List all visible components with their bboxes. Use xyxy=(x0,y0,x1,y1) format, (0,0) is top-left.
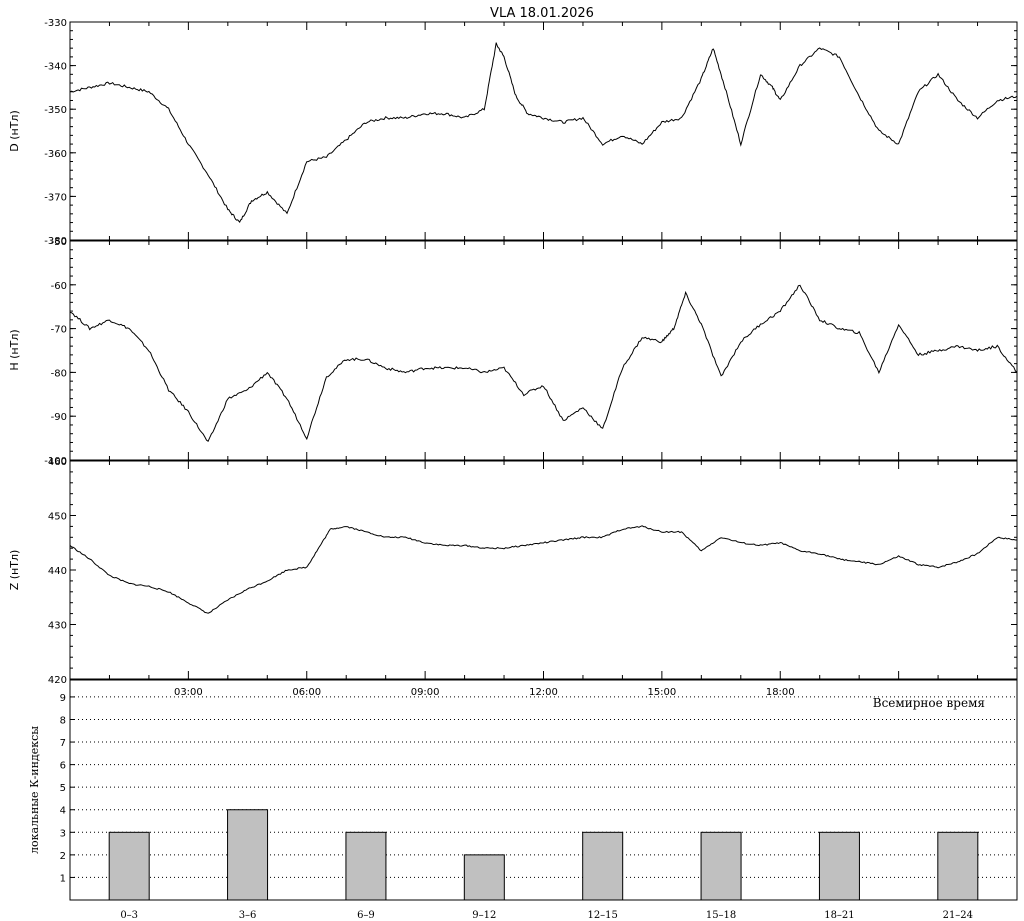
tick-labels: -380 -370 -360 -350 -340 -330 -100 -90 -80 -70 -60… xyxy=(44,18,973,921)
k-y-tick-label: 6 xyxy=(60,761,66,772)
y-tick-label: -330 xyxy=(44,18,67,29)
k-category-label: 18–21 xyxy=(824,910,854,921)
k-y-tick-label: 8 xyxy=(60,715,66,726)
k-index-bar xyxy=(700,831,742,901)
h-axis-title: H (нТл) xyxy=(8,329,21,370)
k-category-label: 6–9 xyxy=(357,910,375,921)
k-y-tick-label: 7 xyxy=(60,738,66,749)
panel-k-frame xyxy=(69,679,1018,901)
d-axis-title: D (нТл) xyxy=(8,110,21,152)
chart-title: VLA 18.01.2026 xyxy=(490,6,594,21)
y-tick-label: -370 xyxy=(44,192,67,203)
y-tick-label: 430 xyxy=(48,621,67,632)
x-axis-title: Всемирное время xyxy=(873,696,985,710)
y-tick-label: -360 xyxy=(44,149,67,160)
k-index-bar xyxy=(345,831,387,901)
k-y-tick-label: 3 xyxy=(60,828,66,839)
k-y-tick-label: 5 xyxy=(60,783,66,794)
k-index-bars xyxy=(108,809,979,901)
panel-d-frame xyxy=(69,21,1018,241)
y-tick-label: -340 xyxy=(44,62,67,73)
k-y-tick-label: 1 xyxy=(60,873,66,884)
series-layer xyxy=(69,42,1018,614)
y-tick-label: -80 xyxy=(51,368,67,379)
y-tick-label: 440 xyxy=(48,566,67,577)
k-y-tick-label: 4 xyxy=(60,806,66,817)
k-index-bar xyxy=(463,854,505,901)
y-tick-label: 460 xyxy=(48,457,67,468)
x-tick-label: 12:00 xyxy=(529,687,558,698)
k-category-label: 21–24 xyxy=(943,910,973,921)
y-tick-label: -380 xyxy=(44,236,67,247)
k-index-bar xyxy=(582,831,624,901)
k-y-tick-label: 9 xyxy=(60,693,66,704)
k-index-bar xyxy=(818,831,860,901)
panel-z-frame xyxy=(69,460,1018,680)
x-tick-label: 15:00 xyxy=(647,687,676,698)
series-line-Z xyxy=(69,525,1017,614)
k-category-label: 3–6 xyxy=(239,910,257,921)
x-tick-label: 18:00 xyxy=(766,687,795,698)
y-tick-label: 450 xyxy=(48,512,67,523)
x-tick-label: 03:00 xyxy=(174,687,203,698)
axis-ticks xyxy=(69,21,1018,878)
k-index-bar xyxy=(227,809,269,901)
k-category-label: 12–15 xyxy=(587,910,617,921)
k-index-grid xyxy=(70,696,1017,878)
y-tick-label: -350 xyxy=(44,105,67,116)
x-tick-label: 06:00 xyxy=(292,687,321,698)
k-category-label: 15–18 xyxy=(706,910,736,921)
k-category-label: 0–3 xyxy=(120,910,138,921)
k-y-tick-label: 2 xyxy=(60,851,66,862)
k-index-bar xyxy=(108,831,150,901)
x-tick-label: 09:00 xyxy=(411,687,440,698)
series-line-D xyxy=(69,42,1018,224)
panel-h-frame xyxy=(69,240,1018,461)
z-axis-title: Z (нТл) xyxy=(8,550,21,591)
y-tick-label: 420 xyxy=(48,675,67,686)
y-tick-label: -100 xyxy=(44,456,67,467)
k-axis-title: локальные К-индексы xyxy=(28,726,41,854)
y-tick-label: -50 xyxy=(51,237,67,248)
series-line-H xyxy=(69,284,1018,442)
k-index-bar xyxy=(937,831,979,901)
y-tick-label: -90 xyxy=(51,412,67,423)
k-category-label: 9–12 xyxy=(472,910,496,921)
y-tick-label: -60 xyxy=(51,281,67,292)
y-tick-label: -70 xyxy=(51,325,67,336)
